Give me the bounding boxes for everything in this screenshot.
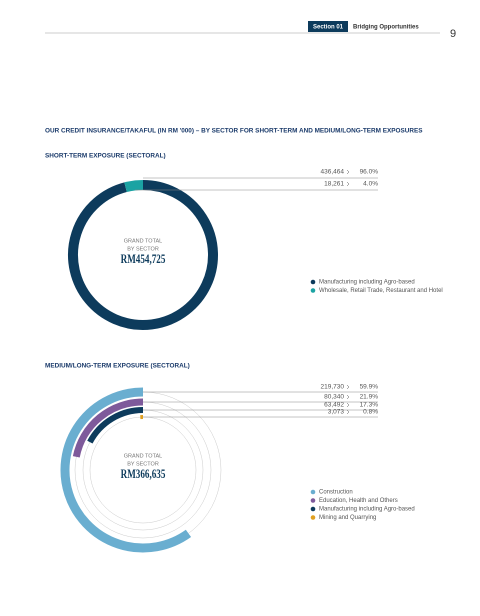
- separator: [347, 410, 349, 414]
- legend-label: Mining and Quarrying: [319, 515, 376, 521]
- share-label: 21.9%: [360, 394, 379, 401]
- total-value: RM454,725: [121, 253, 166, 267]
- legend-swatch: [311, 507, 316, 512]
- legend-label: Construction: [319, 490, 353, 496]
- legend-swatch: [311, 280, 316, 285]
- value-label: 63,492: [324, 402, 344, 409]
- page-number: 9: [450, 28, 456, 40]
- total-title: GRAND TOTAL: [124, 453, 163, 459]
- chart-title: MEDIUM/LONG-TERM EXPOSURE (SECTORAL): [45, 363, 190, 370]
- separator: [347, 385, 349, 389]
- legend-swatch: [311, 498, 316, 503]
- share-label: 4.0%: [363, 181, 378, 188]
- legend-swatch: [311, 288, 316, 293]
- legend-label: Manufacturing including Agro-based: [319, 507, 415, 513]
- arc: [126, 185, 143, 187]
- separator: [347, 170, 349, 174]
- separator: [347, 182, 349, 186]
- value-label: 219,730: [321, 384, 345, 391]
- heading: OUR CREDIT INSURANCE/TAKAFUL (IN RM '000…: [45, 128, 423, 135]
- separator: [347, 403, 349, 407]
- value-label: 18,261: [324, 181, 344, 188]
- total-value: RM366,635: [121, 468, 166, 482]
- legend-swatch: [311, 515, 316, 520]
- section-label: Section 01: [313, 25, 344, 31]
- separator: [347, 395, 349, 399]
- legend-swatch: [311, 490, 316, 495]
- total-title: BY SECTOR: [127, 461, 159, 467]
- legend-label: Education, Health and Others: [319, 498, 398, 504]
- legend-label: Wholesale, Retail Trade, Restaurant and …: [319, 288, 443, 294]
- total-title: BY SECTOR: [127, 246, 159, 252]
- value-label: 436,464: [321, 169, 345, 176]
- legend-label: Manufacturing including Agro-based: [319, 280, 415, 286]
- share-label: 96.0%: [360, 169, 379, 176]
- share-label: 17.3%: [360, 402, 379, 409]
- chart-title: SHORT-TERM EXPOSURE (SECTORAL): [45, 153, 166, 160]
- section-title: Bridging Opportunities: [353, 25, 419, 31]
- total-title: GRAND TOTAL: [124, 238, 163, 244]
- value-label: 3,073: [328, 409, 345, 416]
- share-label: 0.8%: [363, 409, 378, 416]
- value-label: 80,340: [324, 394, 344, 401]
- share-label: 59.9%: [360, 384, 379, 391]
